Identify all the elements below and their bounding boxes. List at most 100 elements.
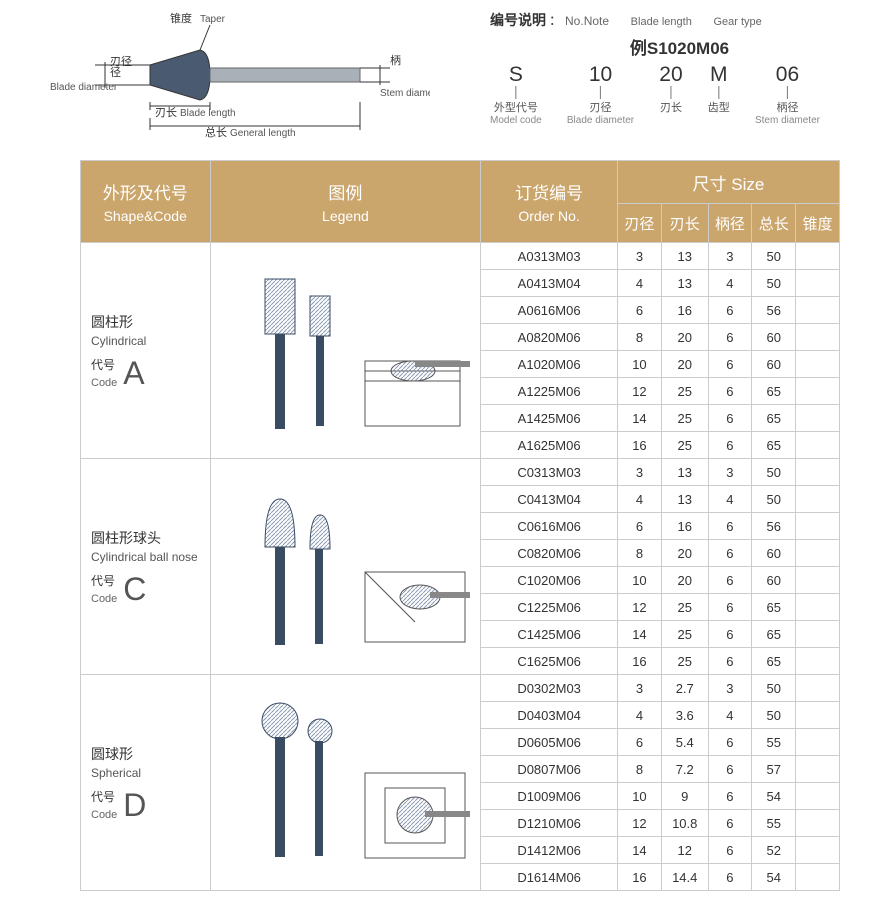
taper-label-cn: 锥度 <box>170 11 192 25</box>
blade-len-en: Blade length <box>180 108 236 119</box>
dim-cell: 54 <box>752 783 796 810</box>
dim-cell: 56 <box>752 513 796 540</box>
dim-cell: 6 <box>708 729 752 756</box>
order-no: D0302M03 <box>481 675 618 702</box>
dim-cell: 16 <box>661 513 708 540</box>
part-col: 20|刃长 <box>659 63 682 126</box>
dim-cell: 6 <box>708 756 752 783</box>
dim-cell: 14 <box>617 405 661 432</box>
dim-cell: 25 <box>661 648 708 675</box>
dim-cell <box>796 351 840 378</box>
part-col: 06|柄径Stem diameter <box>755 63 820 126</box>
dim-cell <box>796 486 840 513</box>
th-order: 订货编号 Order No. <box>481 161 618 243</box>
dim-cell: 6 <box>708 324 752 351</box>
order-no: A1225M06 <box>481 378 618 405</box>
stem-cn: 柄 <box>390 54 401 67</box>
dim-cell <box>796 621 840 648</box>
example-prefix: 例 <box>630 39 647 58</box>
dim-cell: 6 <box>708 864 752 891</box>
dim-cell: 60 <box>752 351 796 378</box>
dim-cell: 13 <box>661 486 708 513</box>
example-code: S1020M06 <box>647 39 729 58</box>
dim-cell: 50 <box>752 702 796 729</box>
dim-cell: 16 <box>617 648 661 675</box>
th-dim: 刃长 <box>661 204 708 243</box>
dim-cell: 13 <box>661 270 708 297</box>
dim-cell: 6 <box>617 729 661 756</box>
gen-len-en: General length <box>230 128 296 139</box>
dim-cell: 13 <box>661 459 708 486</box>
dim-cell: 14.4 <box>661 864 708 891</box>
dim-cell: 65 <box>752 432 796 459</box>
order-no: D0403M04 <box>481 702 618 729</box>
legend-cell <box>210 243 481 459</box>
dim-cell <box>796 675 840 702</box>
table-row: 圆球形Spherical 代号CodeD D0302M0332.7350 <box>81 675 840 702</box>
parts-row: S|外型代号Model code10|刃径Blade diameter20|刃长… <box>490 63 820 126</box>
dim-cell: 6 <box>708 540 752 567</box>
dim-cell: 3 <box>617 243 661 270</box>
numex-title: 编号说明 <box>490 12 546 28</box>
dim-cell: 3 <box>617 675 661 702</box>
dim-cell: 7.2 <box>661 756 708 783</box>
part-col: 10|刃径Blade diameter <box>567 63 634 126</box>
dim-cell <box>796 594 840 621</box>
dim-cell: 50 <box>752 675 796 702</box>
dim-cell: 16 <box>617 864 661 891</box>
order-no: C0313M03 <box>481 459 618 486</box>
table-row: 圆柱形Cylindrical 代号CodeA A0313M03313350 <box>81 243 840 270</box>
part-col: M|齿型 <box>708 63 730 126</box>
dim-cell: 6 <box>708 297 752 324</box>
dim-cell: 3.6 <box>661 702 708 729</box>
dim-cell <box>796 756 840 783</box>
order-no: C0820M06 <box>481 540 618 567</box>
dim-cell <box>796 567 840 594</box>
dim-cell: 6 <box>708 837 752 864</box>
dim-cell: 6 <box>708 432 752 459</box>
th-size: 尺寸 Size <box>617 161 839 204</box>
dim-cell <box>796 459 840 486</box>
dim-cell <box>796 270 840 297</box>
dim-cell: 55 <box>752 729 796 756</box>
dim-cell: 14 <box>617 837 661 864</box>
dim-cell: 16 <box>661 297 708 324</box>
dim-cell: 10 <box>617 567 661 594</box>
order-no: C0413M04 <box>481 486 618 513</box>
th-dim: 总长 <box>752 204 796 243</box>
shape-cell: 圆球形Spherical 代号CodeD <box>81 675 211 891</box>
order-no: D1009M06 <box>481 783 618 810</box>
dim-cell: 9 <box>661 783 708 810</box>
dim-cell: 25 <box>661 405 708 432</box>
shape-cell: 圆柱形Cylindrical 代号CodeA <box>81 243 211 459</box>
dim-cell: 20 <box>661 540 708 567</box>
dim-cell: 65 <box>752 648 796 675</box>
tool-diagram-svg: 锥度 Taper 刃径 径 Blade diameter 柄 Stem diam… <box>50 10 430 140</box>
order-no: D1614M06 <box>481 864 618 891</box>
dim-cell <box>796 378 840 405</box>
order-no: C0616M06 <box>481 513 618 540</box>
dim-cell: 57 <box>752 756 796 783</box>
order-no: A0413M04 <box>481 270 618 297</box>
order-no: A0313M03 <box>481 243 618 270</box>
order-no: A0616M06 <box>481 297 618 324</box>
dim-cell: 5.4 <box>661 729 708 756</box>
gen-len-cn: 总长 <box>205 125 227 139</box>
dim-cell: 2.7 <box>661 675 708 702</box>
dim-cell: 60 <box>752 567 796 594</box>
dim-cell: 25 <box>661 378 708 405</box>
taper-label-en: Taper <box>200 14 226 25</box>
dim-cell <box>796 810 840 837</box>
dim-cell: 20 <box>661 567 708 594</box>
dim-cell: 25 <box>661 621 708 648</box>
dim-cell: 10 <box>617 351 661 378</box>
dim-cell: 60 <box>752 324 796 351</box>
dim-cell: 6 <box>708 594 752 621</box>
dim-cell: 6 <box>708 783 752 810</box>
dim-cell <box>796 540 840 567</box>
dim-cell: 13 <box>661 243 708 270</box>
dim-cell: 12 <box>617 810 661 837</box>
dim-cell <box>796 432 840 459</box>
legend-cell <box>210 459 481 675</box>
dim-cell: 4 <box>708 486 752 513</box>
